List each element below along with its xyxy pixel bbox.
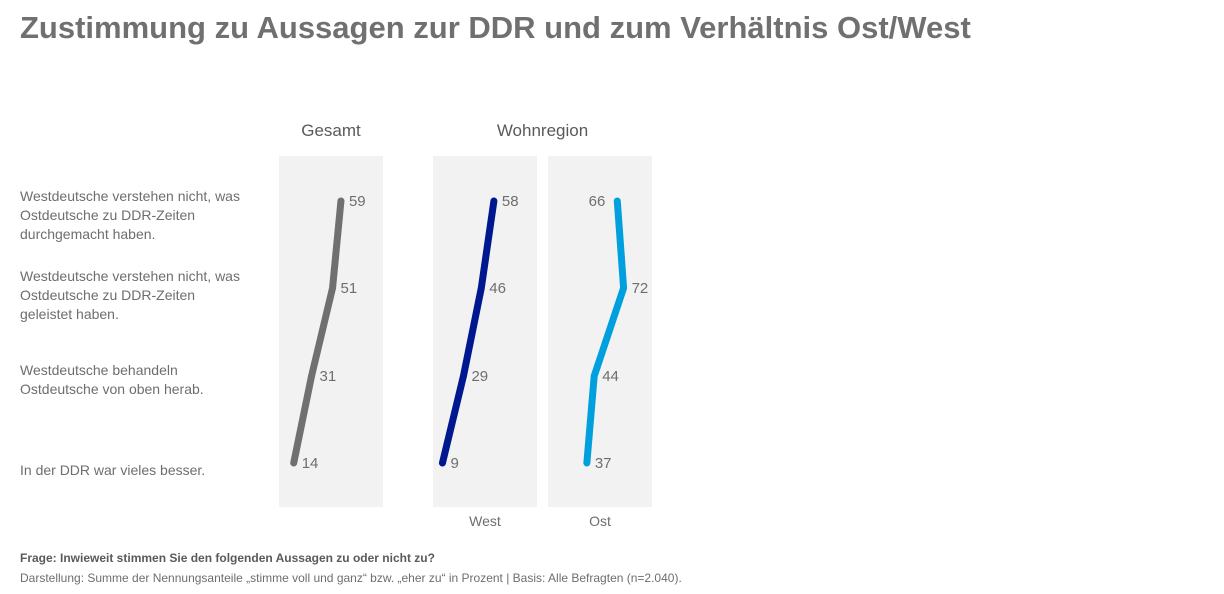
series-line-ost (583, 197, 628, 467)
row-label-2-line-2: Ostdeutsche zu DDR-Zeiten (20, 287, 196, 303)
chart-title: Zustimmung zu Aussagen zur DDR und zum V… (20, 10, 971, 45)
row-label-3-line-1: Westdeutsche behandeln (20, 362, 178, 378)
data-label-west-2: 46 (489, 280, 506, 297)
panel-background-ost (548, 156, 652, 507)
group-label-wohnregion: Wohnregion (496, 121, 589, 140)
row-label-4-line-1: In der DDR war vieles besser. (20, 462, 206, 478)
data-label-ost-1: 66 (589, 193, 606, 210)
data-label-ost-3: 44 (602, 368, 619, 385)
row-label-1-line-3: durchgemacht haben. (20, 226, 156, 242)
panel-background-west (433, 156, 537, 507)
row-label-1-line-2: Ostdeutsche zu DDR-Zeiten (20, 207, 196, 223)
group-label-gesamt: Gesamt (301, 121, 361, 140)
data-label-west-3: 29 (471, 368, 488, 385)
data-label-ost-2: 72 (632, 280, 649, 297)
series-line-west (438, 197, 498, 467)
row-label-2-line-3: geleistet haben. (20, 306, 119, 322)
data-label-ost-4: 37 (595, 455, 612, 472)
row-label-2-line-1: Westdeutsche verstehen nicht, was (20, 268, 240, 284)
row-label-2: Westdeutsche verstehen nicht, was Ostdeu… (20, 267, 290, 324)
data-label-west-4: 9 (450, 455, 458, 472)
row-label-4: In der DDR war vieles besser. (20, 461, 290, 480)
data-label-gesamt-1: 59 (349, 193, 366, 210)
footer-note: Darstellung: Summe der Nennungsanteile „… (20, 571, 682, 585)
data-label-gesamt-2: 51 (341, 280, 358, 297)
row-label-3-line-2: Ostdeutsche von oben herab. (20, 381, 204, 397)
footer-question: Frage: Inwieweit stimmen Sie den folgend… (20, 551, 435, 565)
row-label-3: Westdeutsche behandeln Ostdeutsche von o… (20, 361, 290, 399)
row-label-1-line-1: Westdeutsche verstehen nicht, was (20, 188, 240, 204)
data-label-gesamt-3: 31 (320, 368, 337, 385)
row-label-1: Westdeutsche verstehen nicht, was Ostdeu… (20, 187, 290, 244)
panel-sublabel-west: West (469, 513, 501, 529)
data-label-west-1: 58 (502, 193, 519, 210)
series-line-gesamt (290, 197, 345, 467)
data-label-gesamt-4: 14 (302, 455, 319, 472)
panel-sublabel-ost: Ost (589, 513, 611, 529)
